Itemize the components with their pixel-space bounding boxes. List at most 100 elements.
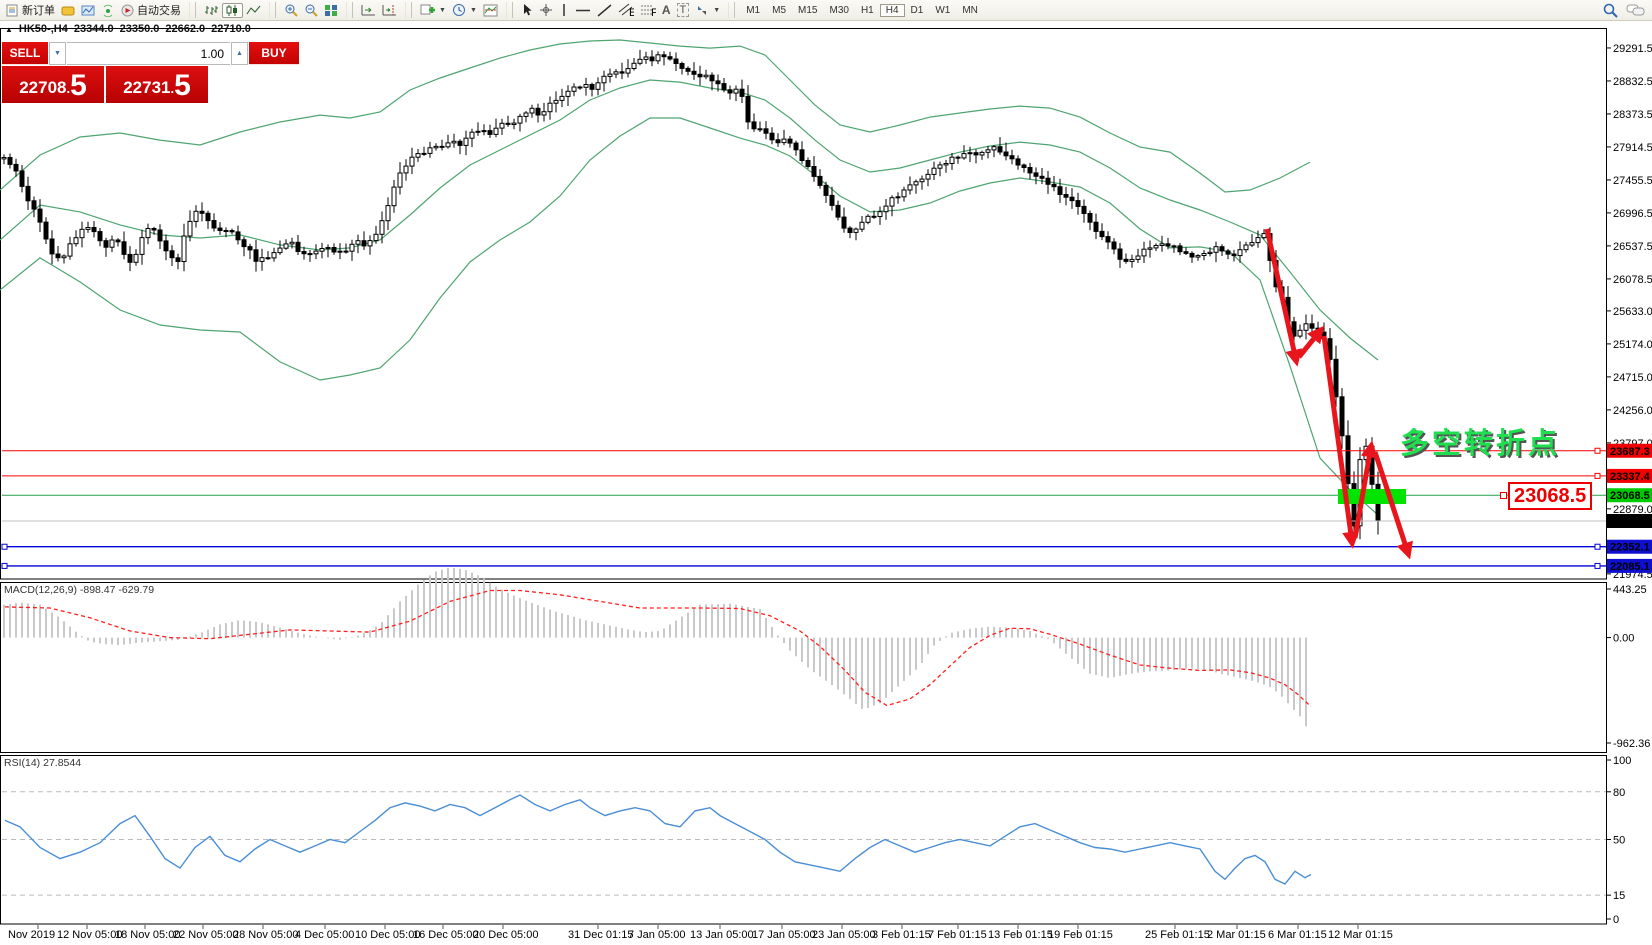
auto-scroll-button[interactable] (358, 3, 379, 18)
tab-timeframe-h4[interactable]: H4 (879, 3, 905, 17)
text-tool-button[interactable]: A (659, 2, 674, 18)
fibonacci-tool-button[interactable]: F (637, 2, 659, 18)
ohlc-open: 23344.0 (73, 23, 114, 35)
chevron-down-icon: ▼ (469, 6, 477, 14)
tab-timeframe-m1[interactable]: M1 (746, 4, 761, 16)
buy-price[interactable]: 22731 . 5 (106, 66, 208, 103)
fibonacci-icon: F (640, 5, 656, 17)
tab-timeframe-m30[interactable]: M30 (829, 4, 849, 16)
macd-tick-label: 443.25 (1613, 584, 1647, 596)
line-handle[interactable] (1, 543, 8, 550)
search-icon[interactable] (1603, 3, 1618, 18)
candlestick-chart-button[interactable] (222, 2, 243, 18)
broadcast-button[interactable] (98, 3, 118, 18)
arrows-tool-icon (698, 5, 707, 15)
channel-icon: E (618, 3, 634, 17)
svg-text:E: E (629, 7, 634, 17)
zoom-out-button[interactable] (301, 2, 321, 18)
auto-scroll-icon (361, 4, 375, 15)
bar-chart-button[interactable] (201, 3, 222, 18)
zoom-in-button[interactable] (281, 2, 301, 18)
favorites-button[interactable] (58, 3, 78, 18)
volume-decrease-button[interactable]: ▼ (49, 42, 66, 65)
price-tick-label: 26996.5 (1613, 208, 1652, 220)
line-handle[interactable] (1, 562, 8, 569)
tab-timeframe-mn[interactable]: MN (962, 4, 978, 16)
time-tick-label: 4 Dec 05:00 (295, 929, 354, 941)
price-tick-label: 26537.5 (1613, 241, 1652, 253)
horizontal-line-tool-button[interactable] (572, 3, 594, 18)
line-chart-button[interactable] (243, 3, 264, 18)
sell-price-main: 22708 (19, 78, 67, 97)
periods-button[interactable]: ▼ (449, 2, 480, 18)
price-tick-label: 27914.5 (1613, 142, 1652, 154)
arrows-tool-button[interactable]: ▼ (692, 3, 723, 18)
price-level-label: 23687.3 (1610, 446, 1650, 458)
cursor-tool-button[interactable] (518, 2, 536, 18)
line-handle[interactable] (1594, 472, 1601, 479)
one-click-trading-panel: SELL ▼ ▲ BUY 22708 . 5 22731 . 5 (2, 42, 299, 103)
tab-timeframe-d1[interactable]: D1 (910, 4, 924, 16)
price-level-label: 23337.4 (1610, 471, 1651, 483)
rsi-indicator-label: RSI(14) 27.8544 (4, 757, 81, 769)
macd-pane[interactable] (0, 568, 1607, 753)
rsi-pane[interactable] (0, 755, 1607, 925)
tab-timeframe-m15[interactable]: M15 (798, 4, 818, 16)
chart-shift-button[interactable] (379, 3, 400, 18)
time-tick-label: 23 Jan 05:00 (812, 929, 876, 941)
main-price-pane[interactable] (0, 28, 1607, 580)
volume-increase-button[interactable]: ▲ (231, 42, 248, 65)
new-chart-button[interactable]: ▼ (417, 2, 449, 18)
chart-shift-icon (382, 4, 396, 15)
sell-button[interactable]: SELL (2, 42, 48, 65)
line-handle[interactable] (1594, 562, 1601, 569)
new-order-button[interactable]: 新订单 (3, 1, 58, 19)
toolbar-separator (269, 2, 276, 18)
time-tick-label: 28 Nov 05:00 (233, 929, 298, 941)
macd-indicator-label: MACD(12,26,9) -898.47 -629.79 (4, 584, 154, 596)
trend-arrows-annotation[interactable] (1264, 228, 1413, 560)
buy-button[interactable]: BUY (249, 42, 299, 65)
indicators-button[interactable] (480, 3, 501, 18)
vertical-line-tool-button[interactable] (556, 2, 572, 18)
rsi-tick-label: 0 (1613, 914, 1619, 926)
chat-icon[interactable] (1626, 3, 1646, 17)
macd-signal-value: -629.79 (118, 584, 155, 596)
macd-signal-line (4, 589, 1312, 708)
price-callout-box[interactable]: 23068.5 (1508, 482, 1593, 510)
symbol-period-label: HK50-,H4 (18, 23, 68, 35)
line-handle[interactable] (1594, 447, 1601, 454)
price-tick-label: 29291.5 (1613, 43, 1652, 55)
text-label-icon: T (676, 3, 690, 17)
time-tick-label: 16 Dec 05:00 (413, 929, 478, 941)
text-tool-icon: A (661, 3, 671, 17)
cursor-icon (523, 4, 532, 16)
profiles-button[interactable] (78, 3, 98, 18)
window-restore-icon[interactable]: ▲ (5, 24, 13, 34)
tab-timeframe-h1[interactable]: H1 (860, 4, 874, 16)
callout-anchor-handle[interactable] (1500, 492, 1507, 499)
macd-main-value: -898.47 (79, 584, 116, 596)
line-handle[interactable] (1594, 543, 1601, 550)
autotrading-button[interactable]: 自动交易 (118, 1, 184, 19)
text-label-tool-button[interactable]: T (674, 2, 693, 18)
crosshair-tool-button[interactable] (536, 2, 556, 18)
tab-timeframe-m5[interactable]: M5 (772, 4, 787, 16)
line-chart-icon (246, 5, 261, 14)
autotrading-icon (121, 4, 134, 16)
time-tick-label: 25 Feb 01:15 (1145, 929, 1210, 941)
volume-input[interactable] (67, 42, 230, 65)
tab-timeframe-w1[interactable]: W1 (935, 4, 951, 16)
equidistant-channel-tool-button[interactable]: E (615, 2, 637, 18)
chevron-down-icon: ▼ (713, 6, 721, 14)
tile-windows-button[interactable] (321, 3, 341, 18)
turning-point-annotation[interactable]: 多空转折点 (1400, 428, 1561, 460)
trendline-tool-button[interactable] (594, 3, 615, 18)
price-axis[interactable]: 29291.5 28832.5 28373.5 27914.5 27455.5 26996… (1607, 43, 1652, 926)
sell-price[interactable]: 22708 . 5 (2, 66, 104, 103)
time-tick-label: 7 Feb 01:15 (928, 929, 987, 941)
toolbar-separator (728, 2, 736, 18)
